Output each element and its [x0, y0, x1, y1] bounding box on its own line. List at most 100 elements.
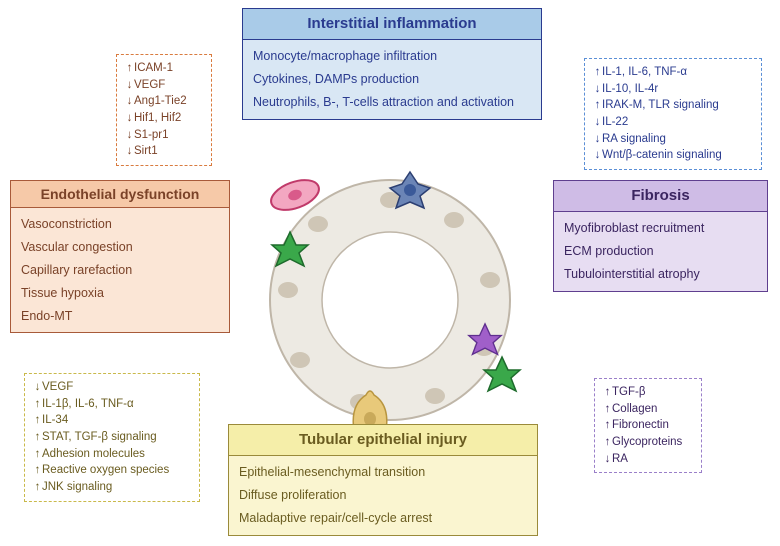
anno-text: RA signaling	[602, 133, 666, 145]
macrophage-cell	[390, 172, 430, 208]
anno-row: ↑IRAK-M, TLR signaling	[593, 97, 753, 114]
anno-row: ↓Ang1-Tie2	[125, 93, 203, 110]
anno-row: ↑IL-1, IL-6, TNF-α	[593, 64, 753, 81]
endothelial-item: Vasoconstriction	[21, 216, 219, 233]
fibroblast-cell-2	[484, 357, 520, 391]
myofibroblast-cell	[469, 324, 501, 355]
anno-row: ↑Collagen	[603, 401, 693, 418]
up-arrow-icon: ↑	[593, 97, 602, 114]
up-arrow-icon: ↑	[603, 401, 612, 418]
endothelial-item: Endo-MT	[21, 308, 219, 325]
panel-tubular: Tubular epithelial injury Epithelial-mes…	[228, 424, 538, 536]
down-arrow-icon: ↓	[125, 93, 134, 110]
anno-row: ↑JNK signaling	[33, 479, 191, 496]
down-arrow-icon: ↓	[593, 147, 602, 164]
anno-row: ↓Sirt1	[125, 143, 203, 160]
anno-text: RA	[612, 453, 628, 465]
up-arrow-icon: ↑	[603, 417, 612, 434]
up-arrow-icon: ↑	[593, 64, 602, 81]
down-arrow-icon: ↓	[125, 127, 134, 144]
endothelial-item: Capillary rarefaction	[21, 262, 219, 279]
anno-text: Reactive oxygen species	[42, 464, 169, 476]
anno-text: TGF-β	[612, 386, 645, 398]
anno-text: IL-34	[42, 414, 68, 426]
panel-inflammation-body: Monocyte/macrophage infiltration Cytokin…	[243, 40, 541, 119]
anno-text: Glycoproteins	[612, 436, 682, 448]
panel-endothelial: Endothelial dysfunction Vasoconstriction…	[10, 180, 230, 333]
anno-text: IL-10, IL-4r	[602, 83, 658, 95]
anno-fibrosis: ↑TGF-β↑Collagen↑Fibronectin↑Glycoprotein…	[594, 378, 702, 473]
inflammation-item: Neutrophils, B-, T-cells attraction and …	[253, 94, 531, 111]
anno-row: ↑IL-1β, IL-6, TNF-α	[33, 396, 191, 413]
down-arrow-icon: ↓	[593, 131, 602, 148]
down-arrow-icon: ↓	[125, 77, 134, 94]
anno-row: ↑IL-34	[33, 412, 191, 429]
panel-fibrosis: Fibrosis Myofibroblast recruitment ECM p…	[553, 180, 768, 292]
anno-text: VEGF	[134, 79, 165, 91]
down-arrow-icon: ↓	[593, 114, 602, 131]
anno-row: ↑Adhesion molecules	[33, 446, 191, 463]
anno-row: ↓VEGF	[125, 77, 203, 94]
anno-text: IL-1β, IL-6, TNF-α	[42, 398, 134, 410]
fibrosis-item: Myofibroblast recruitment	[564, 220, 757, 237]
panel-fibrosis-title: Fibrosis	[554, 181, 767, 212]
anno-row: ↑Glycoproteins	[603, 434, 693, 451]
tubular-item: Maladaptive repair/cell-cycle arrest	[239, 510, 527, 527]
anno-row: ↑STAT, TGF-β signaling	[33, 429, 191, 446]
tubular-item: Epithelial-mesenchymal transition	[239, 464, 527, 481]
anno-text: IRAK-M, TLR signaling	[602, 99, 719, 111]
down-arrow-icon: ↓	[125, 143, 134, 160]
anno-text: Collagen	[612, 403, 657, 415]
anno-text: IL-22	[602, 116, 628, 128]
tubule-illustration	[240, 150, 540, 450]
anno-row: ↓IL-22	[593, 114, 753, 131]
up-arrow-icon: ↑	[33, 412, 42, 429]
up-arrow-icon: ↑	[603, 384, 612, 401]
endothelial-item: Tissue hypoxia	[21, 285, 219, 302]
anno-endothelial: ↑ICAM-1↓VEGF↓Ang1-Tie2↓Hif1, Hif2↓S1-pr1…	[116, 54, 212, 166]
endothelial-item: Vascular congestion	[21, 239, 219, 256]
anno-text: Fibronectin	[612, 419, 669, 431]
anno-row: ↑Fibronectin	[603, 417, 693, 434]
tubular-item: Diffuse proliferation	[239, 487, 527, 504]
anno-row: ↓S1-pr1	[125, 127, 203, 144]
panel-endothelial-title: Endothelial dysfunction	[11, 181, 229, 208]
anno-row: ↓Wnt/β-catenin signaling	[593, 147, 753, 164]
up-arrow-icon: ↑	[33, 446, 42, 463]
fibrosis-item: ECM production	[564, 243, 757, 260]
up-arrow-icon: ↑	[125, 60, 134, 77]
panel-tubular-title: Tubular epithelial injury	[229, 425, 537, 456]
anno-text: Ang1-Tie2	[134, 95, 187, 107]
anno-row: ↑Reactive oxygen species	[33, 462, 191, 479]
panel-inflammation: Interstitial inflammation Monocyte/macro…	[242, 8, 542, 120]
up-arrow-icon: ↑	[33, 479, 42, 496]
anno-text: STAT, TGF-β signaling	[42, 431, 157, 443]
up-arrow-icon: ↑	[33, 429, 42, 446]
endothelial-cell	[267, 174, 323, 216]
anno-text: Wnt/β-catenin signaling	[602, 149, 722, 161]
anno-row: ↓VEGF	[33, 379, 191, 396]
panel-fibrosis-body: Myofibroblast recruitment ECM production…	[554, 212, 767, 291]
anno-row: ↓Hif1, Hif2	[125, 110, 203, 127]
anno-row: ↓RA	[603, 451, 693, 468]
panel-tubular-body: Epithelial-mesenchymal transition Diffus…	[229, 456, 537, 535]
anno-text: Hif1, Hif2	[134, 112, 181, 124]
inflammation-item: Monocyte/macrophage infiltration	[253, 48, 531, 65]
anno-text: VEGF	[42, 381, 73, 393]
inflammation-item: Cytokines, DAMPs production	[253, 71, 531, 88]
anno-row: ↓IL-10, IL-4r	[593, 81, 753, 98]
anno-text: JNK signaling	[42, 481, 112, 493]
anno-tubular: ↓VEGF↑IL-1β, IL-6, TNF-α↑IL-34↑STAT, TGF…	[24, 373, 200, 502]
anno-text: S1-pr1	[134, 129, 169, 141]
down-arrow-icon: ↓	[603, 451, 612, 468]
anno-row: ↑ICAM-1	[125, 60, 203, 77]
anno-text: Sirt1	[134, 145, 158, 157]
up-arrow-icon: ↑	[33, 396, 42, 413]
panel-endothelial-body: Vasoconstriction Vascular congestion Cap…	[11, 208, 229, 332]
anno-text: Adhesion molecules	[42, 448, 145, 460]
down-arrow-icon: ↓	[593, 81, 602, 98]
down-arrow-icon: ↓	[125, 110, 134, 127]
anno-row: ↑TGF-β	[603, 384, 693, 401]
panel-inflammation-title: Interstitial inflammation	[243, 9, 541, 40]
anno-inflammation: ↑IL-1, IL-6, TNF-α↓IL-10, IL-4r↑IRAK-M, …	[584, 58, 762, 170]
